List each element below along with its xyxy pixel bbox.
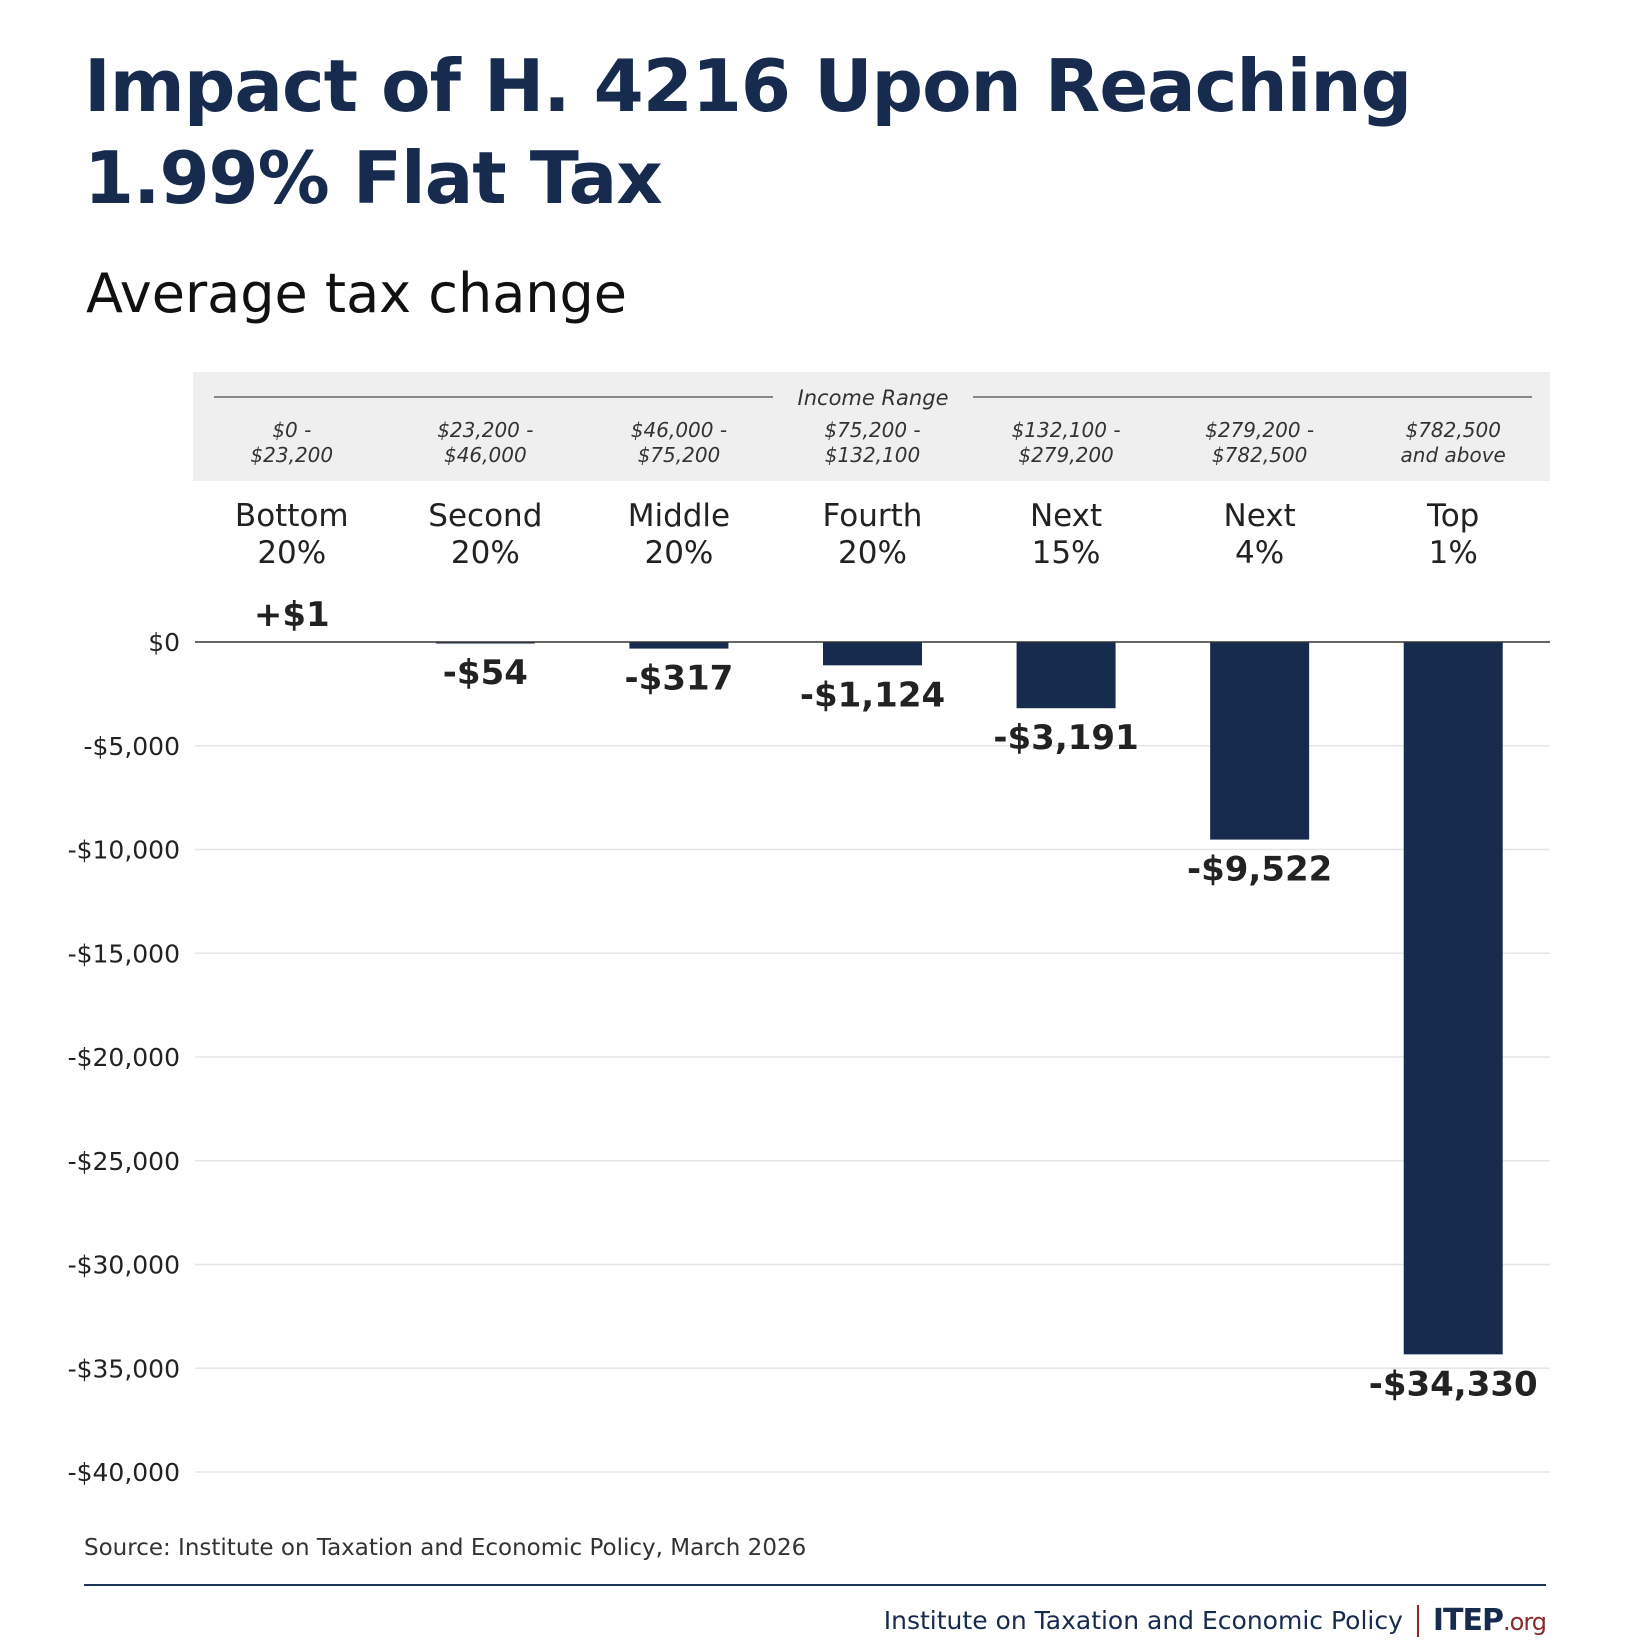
y-tick-label: -$40,000 — [68, 1458, 180, 1487]
category-label: 1% — [1429, 535, 1478, 571]
footer-branding: Institute on Taxation and Economic Polic… — [883, 1603, 1547, 1638]
income-range-text: $75,200 — [638, 443, 721, 467]
category-label: Fourth — [823, 498, 923, 534]
value-label: -$54 — [443, 653, 528, 693]
category-label: Next — [1224, 498, 1296, 534]
y-tick-label: -$25,000 — [68, 1147, 180, 1176]
y-tick-label: -$35,000 — [68, 1354, 180, 1383]
income-range-text: $132,100 — [825, 443, 920, 467]
y-tick-label: -$15,000 — [68, 939, 180, 968]
bar — [1403, 642, 1503, 1355]
bar — [1210, 642, 1310, 840]
category-label: 4% — [1235, 535, 1284, 571]
income-range-label: Income Range — [798, 386, 949, 410]
y-tick-label: -$30,000 — [68, 1251, 180, 1280]
category-label: Second — [428, 498, 542, 534]
itep-logo[interactable]: ITEP.org — [1432, 1603, 1547, 1638]
category-label: Next — [1030, 498, 1102, 534]
category-label: 20% — [257, 535, 326, 571]
chart-subtitle: Average tax change — [86, 262, 628, 325]
category-label: 20% — [838, 535, 907, 571]
category-label: Top — [1426, 498, 1479, 534]
y-tick-label: -$5,000 — [84, 732, 181, 761]
footer-org-name: Institute on Taxation and Economic Polic… — [883, 1606, 1403, 1635]
value-label: -$34,330 — [1369, 1364, 1538, 1404]
bar — [1016, 642, 1116, 709]
category-label: 20% — [451, 535, 520, 571]
value-label: -$3,191 — [993, 718, 1138, 758]
value-label: -$317 — [625, 659, 734, 699]
y-tick-label: $0 — [148, 628, 180, 657]
income-range-text: $782,500 — [1405, 418, 1500, 442]
category-label: Bottom — [235, 498, 349, 534]
category-label: Middle — [628, 498, 730, 534]
income-range-text: $46,000 - — [631, 418, 727, 442]
itep-logo-suffix: .org — [1503, 1608, 1547, 1636]
income-range-text: $75,200 - — [824, 418, 920, 442]
income-range-text: $279,200 - — [1205, 418, 1314, 442]
income-range-text: $782,500 — [1212, 443, 1307, 467]
value-label: +$1 — [254, 595, 330, 635]
value-label: -$1,124 — [800, 675, 945, 715]
income-range-text: $0 - — [272, 418, 311, 442]
footer-separator — [1416, 1604, 1419, 1637]
income-range-text: $23,200 — [250, 443, 333, 467]
value-label: -$9,522 — [1187, 850, 1332, 890]
itep-logo-main: ITEP — [1432, 1603, 1504, 1638]
category-label: 20% — [644, 535, 713, 571]
chart-title: Impact of H. 4216 Upon Reaching 1.99% Fl… — [84, 44, 1412, 220]
y-tick-label: -$10,000 — [68, 836, 180, 865]
category-label: 15% — [1032, 535, 1101, 571]
source-note: Source: Institute on Taxation and Econom… — [84, 1535, 807, 1561]
bar — [629, 642, 729, 649]
y-tick-label: -$20,000 — [68, 1043, 180, 1072]
income-range-text: $279,200 — [1018, 443, 1113, 467]
income-range-text: $132,100 - — [1012, 418, 1121, 442]
income-range-text: and above — [1401, 443, 1506, 467]
bar — [823, 642, 922, 666]
footer-divider — [84, 1584, 1546, 1586]
income-range-text: $23,200 - — [437, 418, 533, 442]
income-range-text: $46,000 — [444, 443, 527, 467]
income-range-header-bg — [193, 372, 1550, 481]
